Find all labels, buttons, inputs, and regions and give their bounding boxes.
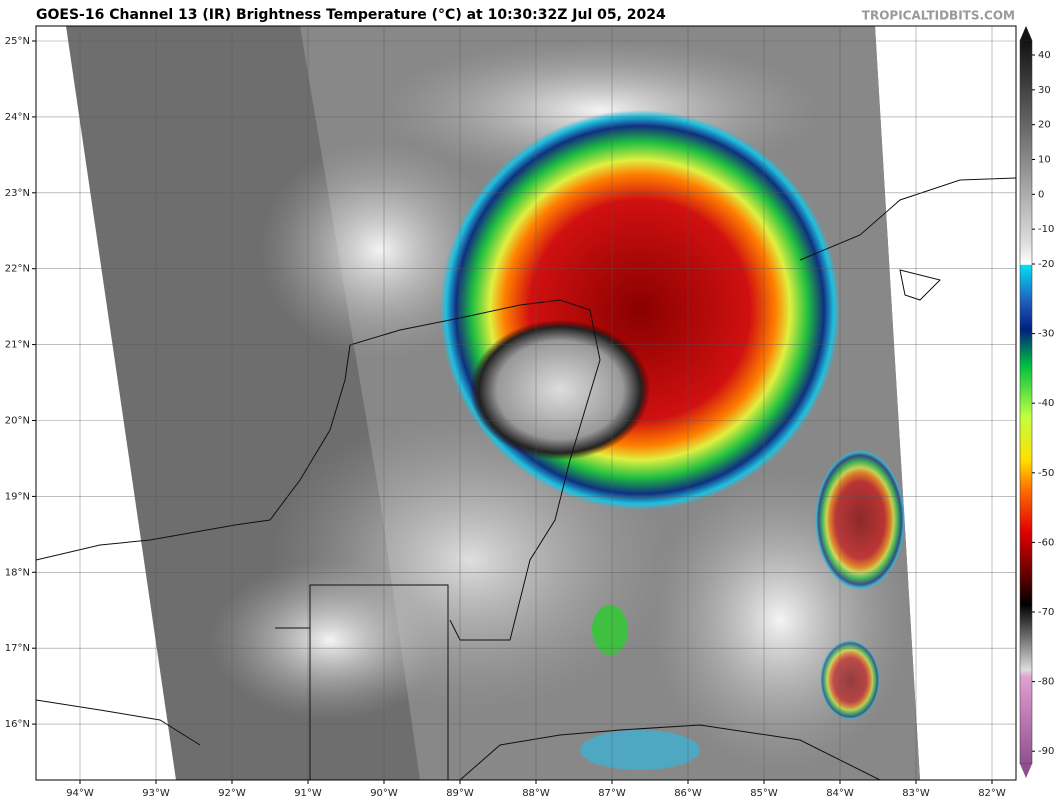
colorbar-label: 20 <box>1038 120 1051 131</box>
lon-label: 86°W <box>674 788 702 799</box>
colorbar-label: -50 <box>1038 468 1054 479</box>
lat-label: 17°N <box>5 643 30 654</box>
lat-label: 22°N <box>5 264 30 275</box>
lon-label: 94°W <box>66 788 94 799</box>
colorbar-label: -30 <box>1038 329 1054 340</box>
map-frame <box>35 25 1017 781</box>
lon-label: 88°W <box>522 788 550 799</box>
lon-label: 87°W <box>598 788 626 799</box>
lat-label: 25°N <box>5 36 30 47</box>
lat-label: 21°N <box>5 340 30 351</box>
colorbar-label: -70 <box>1038 607 1054 618</box>
lon-label: 89°W <box>446 788 474 799</box>
colorbar-label: 0 <box>1038 189 1044 200</box>
colorbar-label: 40 <box>1038 50 1051 61</box>
lat-label: 24°N <box>5 112 30 123</box>
colorbar-label: 10 <box>1038 155 1051 166</box>
colorbar <box>1019 39 1033 765</box>
lon-label: 93°W <box>142 788 170 799</box>
lat-label: 18°N <box>5 567 30 578</box>
colorbar-extend <box>1020 764 1032 778</box>
credit: TROPICALTIDBITS.COM <box>862 9 1015 23</box>
lon-label: 91°W <box>294 788 322 799</box>
lon-label: 83°W <box>902 788 930 799</box>
lon-label: 84°W <box>826 788 854 799</box>
colorbar-label: -80 <box>1038 677 1054 688</box>
colorbar-extend <box>1020 26 1032 40</box>
colorbar-label: -10 <box>1038 224 1054 235</box>
lat-label: 20°N <box>5 416 30 427</box>
colorbar-label: -40 <box>1038 398 1054 409</box>
title: GOES-16 Channel 13 (IR) Brightness Tempe… <box>36 7 666 23</box>
colorbar-label: -90 <box>1038 746 1054 757</box>
colorbar-label: -60 <box>1038 537 1054 548</box>
lon-label: 92°W <box>218 788 246 799</box>
lat-label: 23°N <box>5 188 30 199</box>
satellite-image <box>36 26 1016 780</box>
colorbar-label: 30 <box>1038 85 1051 96</box>
lon-label: 85°W <box>750 788 778 799</box>
lon-label: 82°W <box>978 788 1006 799</box>
lat-label: 19°N <box>5 491 30 502</box>
colorbar-label: -20 <box>1038 259 1054 270</box>
lat-label: 16°N <box>5 719 30 730</box>
lon-label: 90°W <box>370 788 398 799</box>
